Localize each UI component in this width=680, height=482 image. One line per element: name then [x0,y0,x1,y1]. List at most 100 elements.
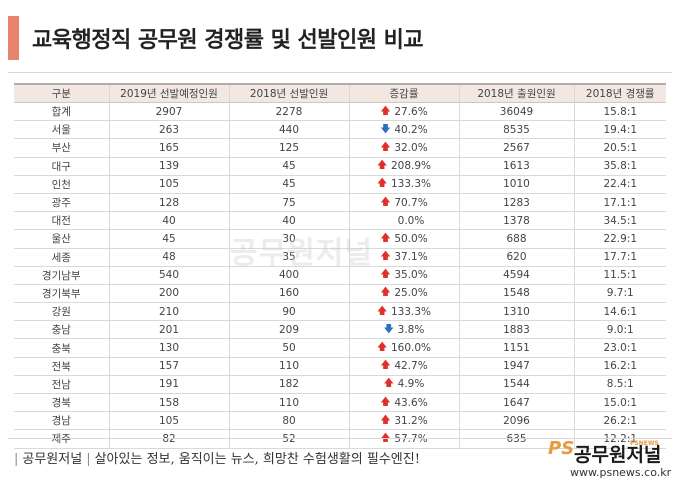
change-rate-value: 4.9% [397,378,425,391]
cell-plan-2019: 540 [108,266,229,285]
brand-logo[interactable]: PS 공무원저널 PSNEWS [548,438,674,466]
cell-competition-2018: 14.6:1 [573,302,666,322]
cell-change-rate: 🡅 25.0% [348,284,459,304]
col-header-plan-2019: 2019년 선발예정인원 [108,83,229,103]
logo-small-text: PSNEWS [630,440,659,447]
arrow-up-icon: 🡅 [380,287,391,299]
table-row: 경기북부 200 160 🡅 25.0% 1548 9.7:1 [14,284,666,304]
cell-plan-2019: 105 [108,175,229,194]
footer-divider [8,438,672,439]
cell-applicants-2018: 1647 [458,393,574,413]
cell-competition-2018: 19.4:1 [573,120,666,140]
arrow-up-icon: 🡅 [376,342,388,354]
cell-plan-2019: 128 [108,193,229,213]
cell-selected-2018: 75 [228,193,349,213]
cell-competition-2018: 12.2:1 [573,429,666,449]
table-row: 합계 2907 2278 🡅 27.6% 36049 15.8:1 [14,102,666,122]
comparison-table: 구분 2019년 선발예정인원 2018년 선발인원 증감률 2018년 출원인… [14,83,666,449]
cell-change-rate: 🡅 70.7% [348,193,459,213]
cell-plan-2019: 165 [108,138,229,158]
cell-applicants-2018: 1544 [458,375,574,395]
change-rate-value: 42.7% [394,360,428,373]
cell-region: 전남 [14,375,109,395]
cell-competition-2018: 9.7:1 [573,284,666,304]
cell-applicants-2018: 620 [458,248,574,267]
cell-change-rate: 🡅 133.3% [348,302,459,322]
cell-applicants-2018: 1378 [458,211,574,231]
cell-region: 충북 [14,338,109,358]
cell-change-rate: 🡅 50.0% [348,229,459,249]
footer-brand: 공무원저널 [22,452,83,467]
cell-region: 제주 [14,429,109,449]
cell-competition-2018: 34.5:1 [573,211,666,231]
col-header-selected-2018: 2018년 선발인원 [228,83,349,103]
cell-selected-2018: 35 [228,248,349,267]
page-title: 교육행정직 공무원 경쟁률 및 선발인원 비교 [32,28,424,53]
cell-applicants-2018: 8535 [458,120,574,140]
cell-plan-2019: 45 [108,229,229,249]
arrow-up-icon: 🡅 [380,360,391,372]
cell-change-rate: 🡅 4.9% [348,375,459,395]
cell-competition-2018: 15.0:1 [573,393,666,413]
table-row: 서울 263 440 🡇 40.2% 8535 19.4:1 [14,120,666,140]
cell-applicants-2018: 1151 [458,338,574,358]
cell-competition-2018: 23.0:1 [573,338,666,358]
cell-region: 충남 [14,320,109,340]
change-rate-value: 25.0% [394,287,428,300]
cell-change-rate: 🡅 208.9% [348,157,459,176]
cell-change-rate: 🡇 3.8% [348,320,459,340]
table-row: 광주 128 75 🡅 70.7% 1283 17.1:1 [14,193,666,213]
cell-region: 경남 [14,411,109,431]
cell-region: 대구 [14,157,109,176]
table-row: 경남 105 80 🡅 31.2% 2096 26.2:1 [14,411,666,431]
table-row: 대전 40 40 0.0% 1378 34.5:1 [14,211,666,231]
arrow-up-icon: 🡅 [376,160,388,172]
cell-selected-2018: 40 [228,211,349,231]
change-rate-value: 31.2% [394,414,428,427]
change-rate-value: 133.3% [390,178,432,191]
cell-plan-2019: 201 [108,320,229,340]
change-rate-value: 208.9% [390,160,432,173]
cell-change-rate: 🡅 35.0% [348,266,459,285]
cell-competition-2018: 8.5:1 [573,375,666,395]
arrow-up-icon: 🡅 [380,396,391,408]
cell-competition-2018: 22.9:1 [573,229,666,249]
table-row: 전북 157 110 🡅 42.7% 1947 16.2:1 [14,357,666,376]
cell-plan-2019: 200 [108,284,229,304]
change-rate-value: 35.0% [394,269,428,282]
table-row: 강원 210 90 🡅 133.3% 1310 14.6:1 [14,302,666,322]
cell-applicants-2018: 36049 [458,102,574,122]
cell-competition-2018: 9.0:1 [573,320,666,340]
table-row: 제주8252🡅57.7%63512.2:1 [14,429,666,449]
cell-change-rate: 🡅 43.6% [348,393,459,413]
cell-change-rate: 🡅 31.2% [348,411,459,431]
table-row: 부산 165 125 🡅 32.0% 2567 20.5:1 [14,138,666,158]
cell-competition-2018: 17.7:1 [573,248,666,267]
cell-selected-2018: 209 [228,320,349,340]
title-bar: 교육행정직 공무원 경쟁률 및 선발인원 비교 [0,0,680,70]
site-url[interactable]: www.psnews.co.kr [570,466,672,479]
cell-applicants-2018: 1883 [458,320,574,340]
cell-selected-2018: 110 [228,393,349,413]
cell-selected-2018: 80 [228,411,349,431]
cell-plan-2019: 191 [108,375,229,395]
change-rate-value: 43.6% [394,396,428,409]
cell-region: 세종 [14,248,109,267]
cell-plan-2019: 158 [108,393,229,413]
change-rate-value: 0.0% [397,214,425,227]
logo-mark: PS [548,438,575,459]
cell-region: 부산 [14,138,109,158]
col-header-change-rate: 증감률 [348,83,459,103]
cell-selected-2018: 90 [228,302,349,322]
change-rate-value: 50.0% [394,232,428,245]
change-rate-value: 70.7% [394,196,428,209]
cell-plan-2019: 210 [108,302,229,322]
cell-region: 울산 [14,229,109,249]
arrow-up-icon: 🡅 [380,232,391,244]
cell-change-rate: 🡅 42.7% [348,357,459,376]
cell-region: 경기북부 [14,284,109,304]
change-rate-value: 3.8% [397,323,425,336]
change-rate-value: 32.0% [394,141,428,154]
change-rate-value: 160.0% [390,342,432,355]
arrow-down-icon: 🡇 [383,323,394,335]
